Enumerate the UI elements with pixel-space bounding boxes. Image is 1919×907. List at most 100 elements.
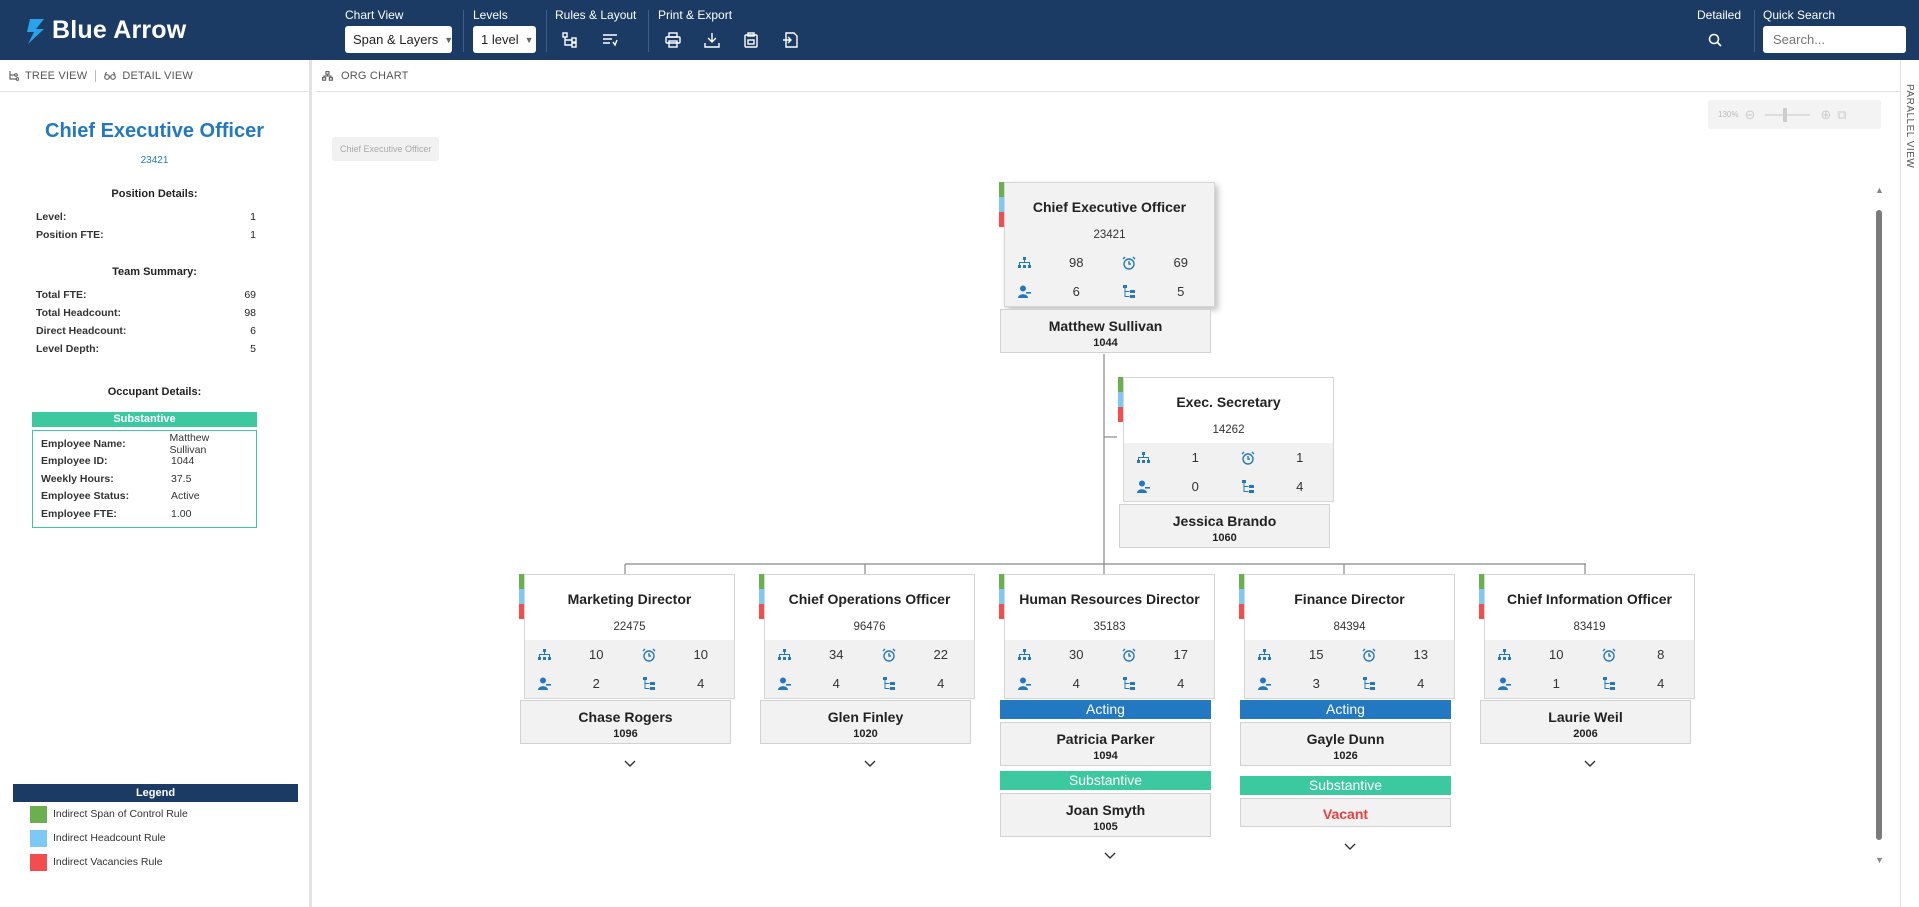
chart-view-select[interactable]: Span & Layers ▼ (345, 26, 453, 53)
occupant-card[interactable]: Chase Rogers 1096 (520, 700, 731, 744)
detail-row: Level: 1 (36, 208, 256, 226)
expand-chevron-icon[interactable] (1103, 848, 1117, 859)
occupant-card[interactable]: Glen Finley 1020 (760, 700, 971, 744)
position-code: 96476 (853, 621, 886, 633)
scrollbar-thumb[interactable] (1876, 210, 1882, 840)
level-depth-icon (1350, 677, 1388, 690)
occupant-key: Weekly Hours: (41, 472, 114, 485)
level-depth-icon (1110, 677, 1148, 690)
occupant-card[interactable]: Matthew Sullivan 1044 (1000, 309, 1211, 353)
users-icon (1245, 677, 1283, 690)
users-icon (1005, 285, 1043, 298)
search-icon[interactable] (1705, 30, 1725, 50)
occupant-name: Glen Finley (827, 709, 904, 725)
position-card-ceo[interactable]: Chief Executive Officer 23421 98 69 6 5 (999, 182, 1215, 307)
tab-org-chart-label: ORG CHART (341, 69, 409, 82)
summary-row: Total Headcount: 98 (36, 304, 256, 322)
hierarchy-icon (765, 649, 803, 660)
summary-value: 6 (250, 325, 256, 337)
scroll-up-icon[interactable]: ▲ (1875, 185, 1884, 195)
legend-item-span: Indirect Span of Control Rule (30, 802, 298, 826)
breadcrumb[interactable]: Chief Executive Officer (332, 137, 440, 161)
hierarchy-layout-icon[interactable] (560, 30, 580, 50)
expand-chevron-icon[interactable] (863, 756, 877, 767)
tab-org-chart[interactable]: ORG CHART (315, 60, 1900, 92)
position-stats: 30 17 4 4 (1005, 640, 1214, 698)
occupant-card[interactable]: Gayle Dunn 1026 (1240, 722, 1451, 766)
print-export-group: Print & Export (658, 8, 800, 53)
fit-screen-icon[interactable]: ⧉ (1837, 107, 1847, 122)
tab-detail-view[interactable]: DETAIL VIEW (104, 70, 193, 82)
occupant-id: 2006 (1573, 728, 1598, 740)
detailed-group: Detailed (1697, 8, 1741, 53)
zoom-slider[interactable] (1765, 107, 1811, 122)
clipboard-export-icon[interactable] (741, 30, 761, 50)
rules-list-icon[interactable] (600, 30, 620, 50)
vertical-scrollbar[interactable]: ▲ ▼ (1875, 185, 1884, 885)
view-tabs: TREE VIEW DETAIL VIEW (0, 60, 309, 92)
detailed-label: Detailed (1697, 8, 1742, 22)
print-icon[interactable] (663, 30, 683, 50)
rule-indicators (999, 182, 1004, 227)
expand-chevron-icon[interactable] (623, 756, 637, 767)
users-icon (525, 677, 563, 690)
position-code: 22475 (613, 621, 646, 633)
occupant-card[interactable]: Jessica Brando 1060 (1119, 504, 1330, 548)
tab-tree-view[interactable]: TREE VIEW (8, 70, 87, 82)
total-headcount: 10 (589, 647, 604, 662)
chart-view-value: Span & Layers (353, 32, 439, 47)
legend-swatch (30, 853, 47, 871)
level-depth: 4 (697, 676, 705, 691)
total-fte: 8 (1657, 647, 1665, 662)
occupant-card[interactable]: Laurie Weil 2006 (1480, 700, 1691, 744)
occupant-name: Laurie Weil (1548, 709, 1623, 725)
occupant-value: 37.5 (171, 472, 192, 485)
expand-chevron-icon[interactable] (1583, 756, 1597, 767)
total-fte: 17 (1173, 647, 1188, 662)
occupant-value: 1044 (171, 455, 195, 468)
expand-chevron-icon[interactable] (1343, 839, 1357, 850)
occupant-id: 1096 (613, 728, 638, 740)
legend: Legend Indirect Span of Control Rule Ind… (13, 784, 298, 874)
level-depth: 4 (1657, 676, 1665, 691)
download-icon[interactable] (702, 30, 722, 50)
legend-swatch (30, 805, 47, 823)
users-icon (1124, 480, 1162, 493)
occupant-card[interactable]: Patricia Parker 1094 (1000, 722, 1211, 766)
zoom-slider-handle[interactable] (1783, 107, 1788, 122)
occupant-name: Vacant (1322, 806, 1369, 822)
zoom-in-icon[interactable]: ⊕ (1820, 107, 1832, 122)
rule-indicators (1118, 377, 1123, 422)
alarm-clock-icon (1590, 648, 1628, 662)
total-fte: 69 (1173, 255, 1188, 270)
position-card[interactable]: Finance Director 84394 15 13 3 4 (1239, 574, 1455, 699)
position-card[interactable]: Chief Operations Officer 96476 34 22 4 4 (759, 574, 975, 699)
app-logo[interactable]: Blue Arrow (26, 16, 186, 45)
scroll-down-icon[interactable]: ▼ (1875, 855, 1884, 865)
occupant-name: Gayle Dunn (1306, 731, 1385, 747)
position-card[interactable]: Marketing Director 22475 10 10 2 4 (519, 574, 735, 699)
position-card[interactable]: Human Resources Director 35183 30 17 4 4 (999, 574, 1215, 699)
tab-tree-view-label: TREE VIEW (25, 69, 88, 82)
position-code: 14262 (1212, 424, 1245, 436)
caret-down-icon: ▼ (524, 34, 534, 45)
legend-title: Legend (13, 784, 298, 802)
zoom-out-icon[interactable]: ⊖ (1744, 107, 1756, 122)
total-headcount: 30 (1069, 647, 1084, 662)
quick-search-input[interactable] (1763, 26, 1906, 53)
export-file-icon[interactable] (780, 30, 800, 50)
position-title: Chief Executive Officer (45, 120, 264, 142)
detail-value: 1 (250, 229, 256, 241)
total-fte: 10 (693, 647, 708, 662)
position-card-secretary[interactable]: Exec. Secretary 14262 1 1 0 4 (1118, 377, 1334, 502)
vacant-card[interactable]: Vacant (1240, 798, 1451, 827)
occupant-row: Weekly Hours: 37.5 (41, 470, 248, 488)
alarm-clock-icon (1110, 256, 1148, 270)
org-chart-area: ORG CHART Chief Executive Officer 130% ⊖… (315, 60, 1900, 907)
occupant-card[interactable]: Joan Smyth 1005 (1000, 793, 1211, 837)
summary-key: Direct Headcount: (36, 325, 127, 337)
parallel-view-tab[interactable]: PARALLEL VIEW (1900, 60, 1919, 907)
levels-select[interactable]: 1 level ▼ (473, 26, 536, 53)
position-card[interactable]: Chief Information Officer 83419 10 8 1 4 (1479, 574, 1695, 699)
substantive-tag: Substantive (1000, 771, 1211, 790)
